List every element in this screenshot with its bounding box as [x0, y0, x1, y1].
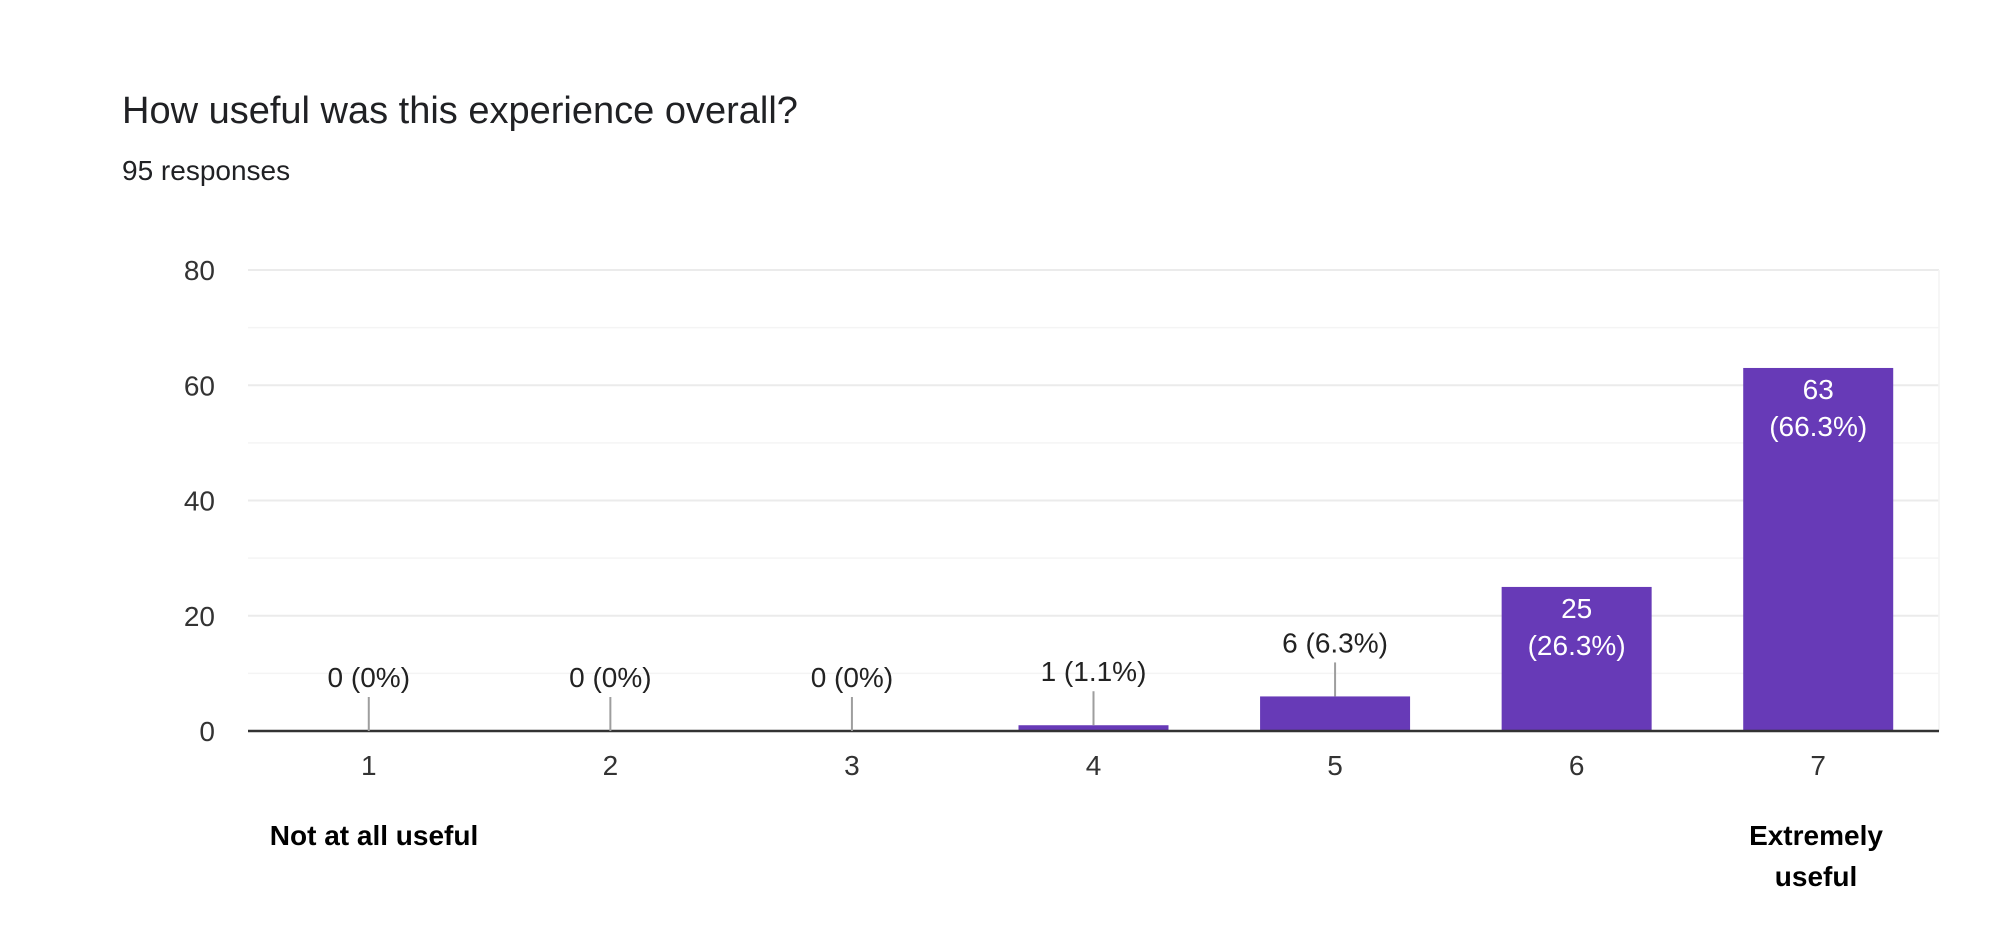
response-count: 95 responses	[122, 155, 291, 186]
y-tick-label: 40	[184, 486, 215, 517]
bar	[1743, 367, 1894, 731]
scale-label-high: Extremely useful	[1749, 820, 1883, 892]
data-label: (66.3%)	[1769, 411, 1867, 442]
data-label: 6 (6.3%)	[1282, 627, 1388, 658]
data-label: 63	[1803, 374, 1834, 405]
chart-title: How useful was this experience overall?	[122, 90, 798, 132]
x-tick-label: 4	[1086, 750, 1102, 781]
x-tick-label: 5	[1327, 750, 1343, 781]
y-tick-label: 20	[184, 601, 215, 632]
bar	[1501, 586, 1652, 731]
gridlines	[248, 269, 1940, 731]
bar	[1260, 696, 1411, 731]
bars	[1018, 367, 1894, 731]
axes: 0 20 40 60 80 1 2 3 4 5 6 7	[184, 255, 1939, 781]
x-tick-label: 6	[1569, 750, 1585, 781]
y-tick-label: 80	[184, 255, 215, 286]
data-label: 0 (0%)	[328, 662, 410, 693]
data-labels: 0 (0%) 0 (0%) 0 (0%) 1 (1.1%) 6 (6.3%) 25 (26.…	[328, 374, 1867, 731]
y-tick-label: 60	[184, 370, 215, 401]
x-tick-label: 3	[844, 750, 860, 781]
y-tick-label: 0	[199, 716, 215, 747]
data-label: (26.3%)	[1528, 630, 1626, 661]
bar	[1018, 725, 1169, 731]
data-label: 25	[1561, 593, 1592, 624]
data-label: 1 (1.1%)	[1041, 656, 1147, 687]
scale-label-low: Not at all useful	[269, 820, 479, 851]
x-tick-label: 7	[1810, 750, 1826, 781]
data-label: 0 (0%)	[811, 662, 893, 693]
x-tick-label: 2	[603, 750, 619, 781]
data-label: 0 (0%)	[569, 662, 651, 693]
x-tick-label: 1	[361, 750, 377, 781]
